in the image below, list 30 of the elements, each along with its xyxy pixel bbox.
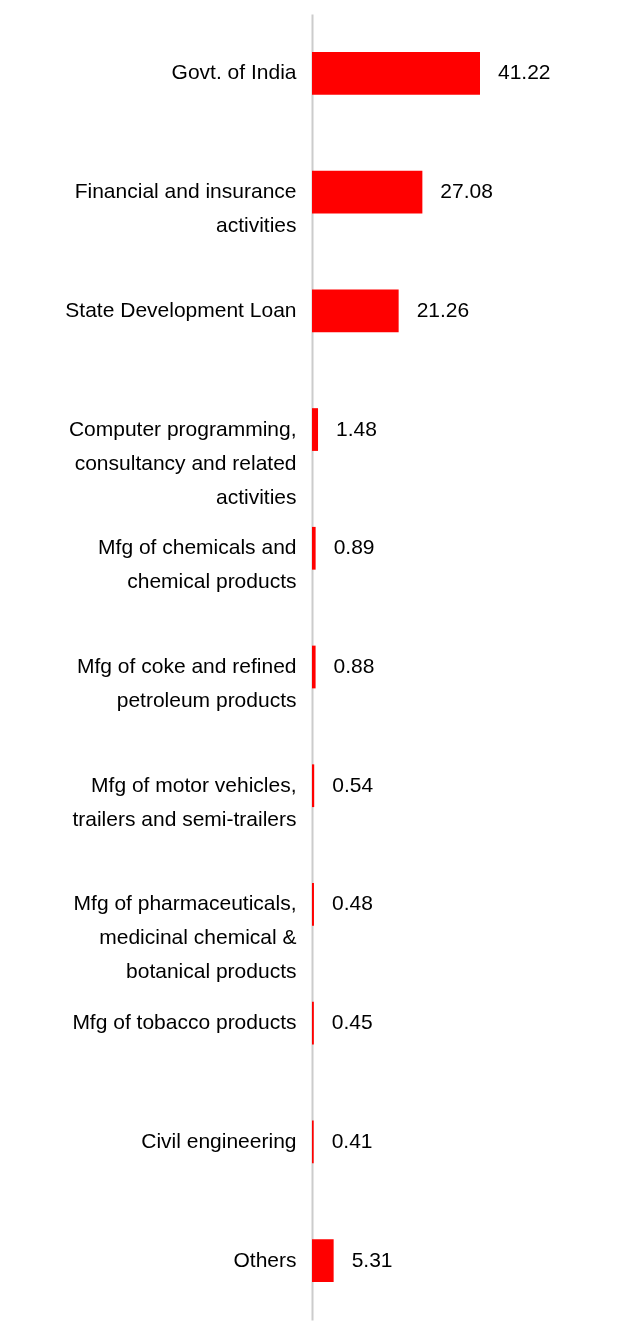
bar xyxy=(312,764,315,808)
data-label: 5.31 xyxy=(351,1247,393,1271)
data-label: 0.89 xyxy=(333,535,375,559)
y-tick-label: Computer programming, consultancy and related activities xyxy=(68,416,297,508)
y-tick-label: Financial and insurance activities xyxy=(74,179,297,237)
bar xyxy=(312,1239,334,1283)
data-label: 0.88 xyxy=(333,654,375,677)
y-tick-label: Civil engineering xyxy=(141,1128,297,1152)
y-tick-label: Govt. of India xyxy=(171,60,297,84)
data-label: 27.08 xyxy=(440,179,493,203)
data-label: 0.54 xyxy=(332,772,374,796)
y-tick-label: State Development Loan xyxy=(65,297,297,321)
data-label: 0.45 xyxy=(331,1010,373,1034)
data-label: 0.41 xyxy=(331,1128,373,1152)
bar xyxy=(312,170,423,214)
data-label: 0.48 xyxy=(331,891,373,915)
y-tick-label: Mfg of tobacco products xyxy=(72,1010,297,1034)
y-tick-label: Mfg of chemicals and chemical products xyxy=(98,535,297,593)
y-tick-label: Mfg of pharmaceuticals, medicinal chemical & botanical products xyxy=(73,891,297,983)
bar xyxy=(312,526,316,570)
bar xyxy=(312,289,399,333)
bar xyxy=(312,645,316,689)
y-tick-label: Mfg of coke and refined petroleum products xyxy=(77,654,297,711)
y-tick-label: Mfg of motor vehicles, trailers and semi-trailers xyxy=(72,772,297,830)
data-label: 21.26 xyxy=(416,297,470,321)
data-label: 1.48 xyxy=(336,416,377,440)
bar xyxy=(312,51,480,95)
bar xyxy=(312,408,319,451)
y-tick-label: Others xyxy=(233,1247,297,1271)
data-label: 41.22 xyxy=(498,60,551,84)
